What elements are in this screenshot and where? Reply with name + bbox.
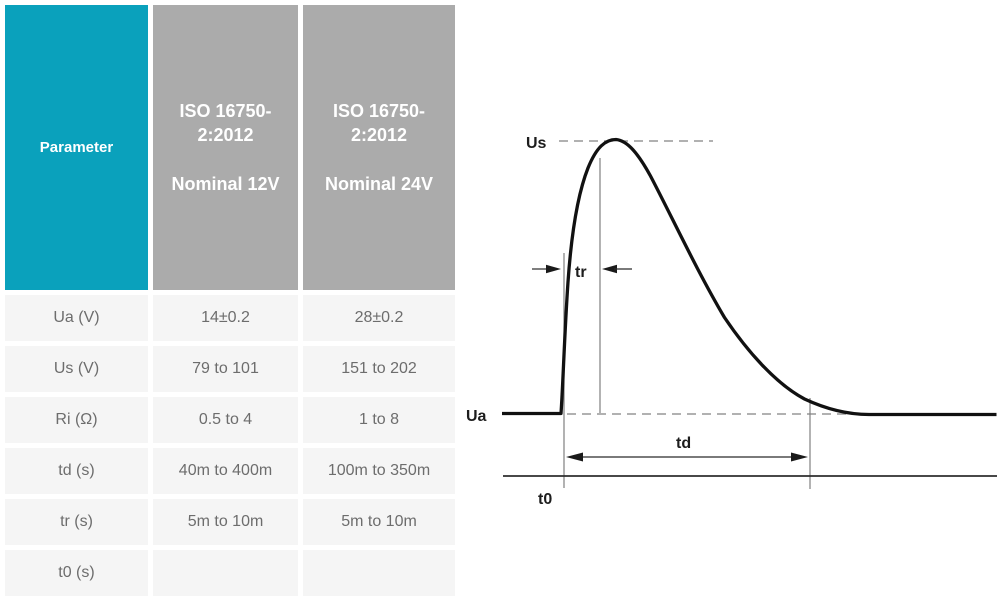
value-cell-24v: 5m to 10m (303, 499, 455, 545)
us-label: Us (526, 135, 547, 152)
column-header-nominal-12v: ISO 16750-2:2012 Nominal 12V (153, 5, 298, 290)
parameter-name-cell: Ri (Ω) (5, 397, 148, 443)
parameter-name-cell: t0 (s) (5, 550, 148, 596)
value-cell-12v (153, 550, 298, 596)
tr-label: tr (575, 264, 587, 281)
table-row-t0: t0 (s) (5, 550, 455, 596)
nominal-voltage-24v: Nominal 24V (324, 173, 434, 194)
parameter-name-cell: Us (V) (5, 346, 148, 392)
standard-name-24v: ISO 16750-2:2012 (332, 101, 426, 145)
value-cell-12v: 79 to 101 (153, 346, 298, 392)
tr-left-arrowhead-icon (546, 264, 561, 274)
tr-right-arrowhead-icon (602, 264, 617, 274)
td-right-arrowhead-icon (791, 452, 808, 462)
value-cell-12v: 5m to 10m (153, 499, 298, 545)
td-label: td (676, 435, 691, 452)
tr-dimension-arrows (532, 264, 632, 274)
column-header-parameter: Parameter (5, 5, 148, 290)
table-row-tr: tr (s) 5m to 10m 5m to 10m (5, 499, 455, 545)
column-header-nominal-24v: ISO 16750-2:2012 Nominal 24V (303, 5, 455, 290)
parameter-name-cell: tr (s) (5, 499, 148, 545)
value-cell-24v (303, 550, 455, 596)
table-row-ri: Ri (Ω) 0.5 to 4 1 to 8 (5, 397, 455, 443)
value-cell-24v: 1 to 8 (303, 397, 455, 443)
value-cell-12v: 14±0.2 (153, 295, 298, 341)
parameter-name-cell: Ua (V) (5, 295, 148, 341)
value-cell-12v: 0.5 to 4 (153, 397, 298, 443)
ua-label: Ua (466, 408, 487, 425)
load-dump-pulse-diagram: Us Ua tr td t0 (466, 135, 997, 508)
table-row-us: Us (V) 79 to 101 151 to 202 (5, 346, 455, 392)
td-dimension-arrow (566, 452, 808, 462)
table-header-row: Parameter ISO 16750-2:2012 Nominal 12V I… (5, 5, 455, 290)
standard-name-12v: ISO 16750-2:2012 (179, 101, 272, 145)
value-cell-12v: 40m to 400m (153, 448, 298, 494)
td-left-arrowhead-icon (566, 452, 583, 462)
t0-label: t0 (538, 491, 552, 508)
value-cell-24v: 151 to 202 (303, 346, 455, 392)
value-cell-24v: 100m to 350m (303, 448, 455, 494)
parameter-table: Parameter ISO 16750-2:2012 Nominal 12V I… (0, 0, 460, 601)
nominal-voltage-12v: Nominal 12V (171, 173, 280, 194)
parameter-name-cell: td (s) (5, 448, 148, 494)
value-cell-24v: 28±0.2 (303, 295, 455, 341)
table-row-td: td (s) 40m to 400m 100m to 350m (5, 448, 455, 494)
table-row-ua: Ua (V) 14±0.2 28±0.2 (5, 295, 455, 341)
voltage-pulse-curve (502, 137, 997, 417)
